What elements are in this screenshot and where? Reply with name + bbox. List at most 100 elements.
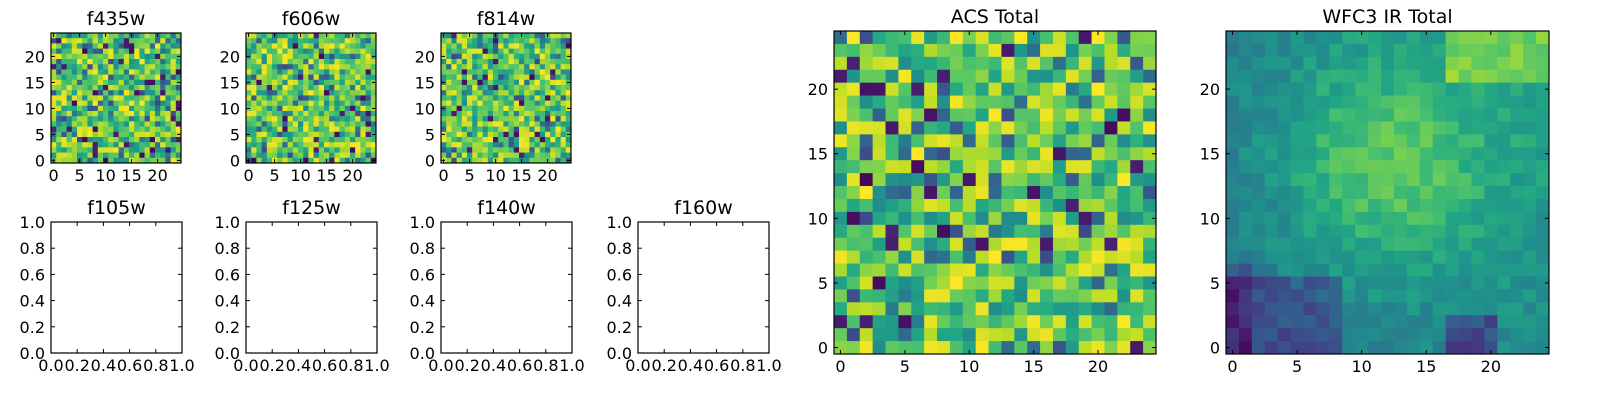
heatmap-cell xyxy=(175,152,182,159)
heatmap-cell xyxy=(308,137,314,143)
heatmap-cell xyxy=(1091,108,1105,122)
heatmap-cell xyxy=(282,85,288,91)
heatmap-cell xyxy=(1264,250,1279,264)
heatmap-cell xyxy=(534,64,541,70)
heatmap-cell xyxy=(1014,95,1028,109)
heatmap-cell xyxy=(246,64,252,70)
heatmap-cell xyxy=(451,137,457,143)
heatmap-cell xyxy=(118,90,125,96)
heatmap-cell xyxy=(1497,121,1511,135)
heatmap-cell xyxy=(324,48,330,55)
heatmap-cell xyxy=(477,95,483,101)
heatmap-cell xyxy=(472,74,478,81)
heatmap-cell xyxy=(103,64,109,70)
heatmap-cell xyxy=(329,105,335,112)
heatmap-cell xyxy=(313,142,320,148)
heatmap-cell xyxy=(313,85,320,91)
heatmap-cell xyxy=(565,95,572,101)
heatmap-cell xyxy=(555,53,561,60)
heatmap-cell xyxy=(1027,121,1041,135)
heatmap-cell xyxy=(149,126,156,133)
heatmap-cell xyxy=(1251,224,1266,239)
heatmap-cell xyxy=(1027,108,1041,122)
heatmap-cell xyxy=(350,131,356,138)
heatmap-cell xyxy=(313,131,320,138)
heatmap-cell xyxy=(113,137,119,143)
heatmap-cell xyxy=(1471,224,1485,239)
heatmap-cell xyxy=(911,276,925,290)
heatmap-cell xyxy=(513,157,520,164)
heatmap-cell xyxy=(924,95,938,109)
y-tick-label: 15 xyxy=(808,145,828,164)
heatmap-cell xyxy=(1458,211,1472,226)
heatmap-cell xyxy=(487,105,494,112)
heatmap-cell xyxy=(123,131,130,138)
heatmap-cell xyxy=(524,90,530,96)
heatmap-cell xyxy=(477,152,483,159)
heatmap-cell xyxy=(1432,82,1446,96)
heatmap-cell xyxy=(1536,147,1550,161)
heatmap-cell xyxy=(1277,224,1291,239)
heatmap-cell xyxy=(97,64,104,70)
heatmap-cell xyxy=(113,100,119,107)
heatmap-cell xyxy=(1355,95,1369,109)
heatmap-cell xyxy=(1432,69,1446,84)
heatmap-cell xyxy=(370,137,377,143)
heatmap-cell xyxy=(118,38,125,44)
heatmap-cell xyxy=(975,211,989,226)
heatmap-cell xyxy=(482,38,489,44)
heatmap-cell xyxy=(508,142,515,148)
heatmap-cell xyxy=(155,69,161,75)
heatmap-cell xyxy=(56,95,62,101)
heatmap-cell xyxy=(519,131,525,138)
heatmap-cell xyxy=(51,38,57,44)
heatmap-cell xyxy=(1471,198,1485,213)
heatmap-cell xyxy=(988,134,1002,148)
heatmap-cell xyxy=(524,79,530,86)
heatmap-cell xyxy=(1458,276,1472,290)
heatmap-cell xyxy=(1143,121,1157,135)
heatmap-cell xyxy=(82,111,88,117)
heatmap-cell xyxy=(1238,82,1253,96)
heatmap-cell xyxy=(1277,328,1291,342)
heatmap-cell xyxy=(1052,147,1067,161)
heatmap-cell xyxy=(339,69,346,75)
heatmap-cell xyxy=(1065,289,1080,303)
heatmap-cell xyxy=(529,69,535,75)
heatmap-cell xyxy=(534,43,541,49)
heatmap-cell xyxy=(487,33,494,39)
heatmap-cell xyxy=(911,302,925,316)
heatmap-cell xyxy=(911,31,925,45)
heatmap-cell xyxy=(988,250,1002,264)
heatmap-cell xyxy=(355,137,361,143)
heatmap-cell xyxy=(1052,341,1067,355)
heatmap-cell xyxy=(1104,31,1118,45)
heatmap-cell xyxy=(1355,134,1369,148)
heatmap-cell xyxy=(1432,31,1446,45)
y-tick-label: 0.6 xyxy=(410,265,435,284)
heatmap-cell xyxy=(339,95,346,101)
heatmap-cell xyxy=(324,105,330,112)
heatmap-cell xyxy=(1238,211,1253,226)
heatmap-cell xyxy=(1027,263,1041,277)
heatmap-cell xyxy=(898,211,912,226)
heatmap-cell xyxy=(508,116,515,122)
heatmap-cell xyxy=(251,121,257,127)
heatmap-cell xyxy=(51,48,57,55)
heatmap-cell xyxy=(472,111,478,117)
heatmap-cell xyxy=(834,224,848,239)
heatmap-cell xyxy=(1536,160,1550,174)
x-tick-label: 0.2 xyxy=(651,356,676,375)
axes-frame xyxy=(440,32,572,164)
heatmap-cell xyxy=(451,100,457,107)
heatmap-cell xyxy=(859,160,873,174)
heatmap-cell xyxy=(256,53,262,60)
heatmap-cell xyxy=(87,152,93,159)
heatmap-cell xyxy=(456,38,463,44)
heatmap-cell xyxy=(108,90,114,96)
heatmap-cell xyxy=(334,147,340,153)
heatmap-cell xyxy=(324,121,330,127)
heatmap-cell xyxy=(911,315,925,329)
heatmap-cell xyxy=(834,250,848,264)
heatmap-cell xyxy=(175,142,182,148)
